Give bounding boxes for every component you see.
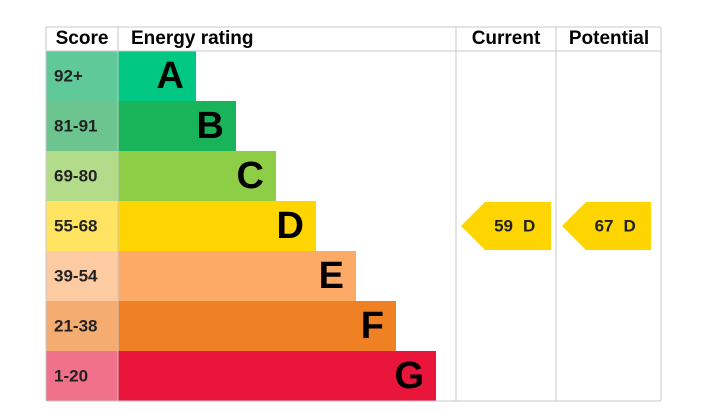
- potential-rating: D: [624, 216, 636, 235]
- score-label: 1-20: [54, 366, 88, 385]
- header-energy-rating: Energy rating: [131, 28, 253, 49]
- header-potential: Potential: [569, 28, 649, 49]
- score-label: 81-91: [54, 116, 97, 135]
- rating-letter: A: [157, 55, 184, 97]
- score-label: 21-38: [54, 316, 97, 335]
- score-label: 92+: [54, 66, 83, 85]
- rating-bar: [118, 201, 316, 251]
- rating-bar: [118, 51, 196, 101]
- current-score: 59: [494, 216, 513, 235]
- header-current: Current: [472, 28, 541, 49]
- score-label: 69-80: [54, 166, 97, 185]
- potential-arrow: [562, 202, 651, 250]
- score-cell: [46, 151, 118, 201]
- rating-bar: [118, 301, 396, 351]
- header-score: Score: [56, 28, 109, 49]
- rating-letter: F: [361, 305, 384, 347]
- potential-score: 67: [595, 216, 614, 235]
- score-cell: [46, 301, 118, 351]
- rating-letter: C: [237, 155, 264, 197]
- score-cell: [46, 51, 118, 101]
- rating-letter: E: [319, 255, 344, 297]
- rating-letter: D: [277, 205, 304, 247]
- rating-letter: G: [394, 355, 424, 397]
- score-cell: [46, 251, 118, 301]
- rating-letter: B: [197, 105, 224, 147]
- score-cell: [46, 101, 118, 151]
- rating-bar: [118, 251, 356, 301]
- score-label: 39-54: [54, 266, 98, 285]
- rating-bar: [118, 151, 276, 201]
- score-cell: [46, 351, 118, 401]
- rating-bar: [118, 351, 436, 401]
- score-cell: [46, 201, 118, 251]
- current-rating: D: [523, 216, 535, 235]
- rating-bar: [118, 101, 236, 151]
- current-arrow: [461, 202, 551, 250]
- score-label: 55-68: [54, 216, 97, 235]
